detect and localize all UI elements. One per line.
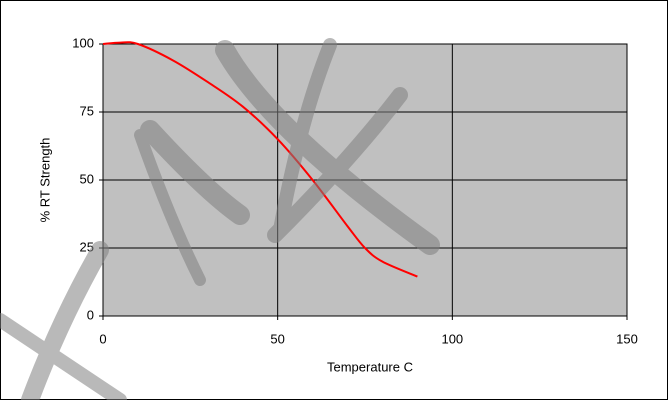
y-tick-label: 100 bbox=[72, 35, 94, 50]
y-tick-label: 50 bbox=[80, 171, 94, 186]
x-axis-title: Temperature C bbox=[327, 359, 413, 374]
x-tick-label: 0 bbox=[99, 331, 106, 346]
y-tick-label: 75 bbox=[80, 103, 94, 118]
watermark bbox=[0, 38, 440, 400]
x-tick-label: 50 bbox=[270, 331, 284, 346]
x-tick-label: 100 bbox=[441, 331, 463, 346]
data-line bbox=[102, 41, 418, 278]
y-axis-title: % RT Strength bbox=[37, 138, 52, 223]
y-tick-label: 0 bbox=[87, 307, 94, 322]
x-tick-label: 150 bbox=[616, 331, 638, 346]
